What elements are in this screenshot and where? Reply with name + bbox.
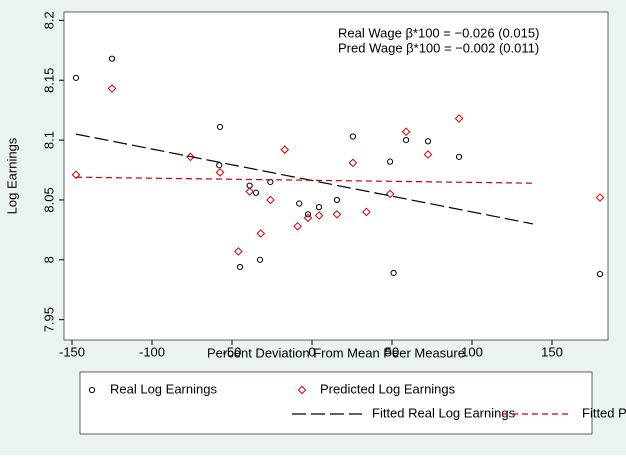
x-tick-label: 50 <box>385 344 399 359</box>
point <box>303 213 313 223</box>
point <box>332 209 342 219</box>
legend-key <box>88 386 96 394</box>
point <box>314 211 324 220</box>
x-tick-label: -150 <box>59 344 85 359</box>
x-tick-label: 100 <box>461 344 483 359</box>
point <box>596 271 604 278</box>
x-tick-label: 150 <box>541 344 563 359</box>
point <box>424 138 432 145</box>
point <box>71 170 81 180</box>
point <box>280 145 290 154</box>
point <box>385 189 395 199</box>
point <box>333 196 341 204</box>
point <box>402 136 410 144</box>
point <box>72 74 80 81</box>
point <box>362 207 371 217</box>
point <box>423 150 433 159</box>
x-tick-label: -100 <box>139 344 165 359</box>
point <box>108 55 116 62</box>
y-tick-label: 8.2 <box>41 11 56 29</box>
point <box>455 153 463 160</box>
y-tick-label: 8.05 <box>41 187 56 212</box>
x-tick-label: -50 <box>223 344 242 359</box>
point <box>595 193 605 202</box>
legend-label: Real Log Earnings <box>110 381 217 396</box>
point <box>216 123 224 131</box>
legend <box>79 371 593 435</box>
y-tick-label: 8.15 <box>41 68 56 93</box>
fit-line <box>75 133 533 225</box>
point <box>348 158 358 168</box>
legend-label: Fitted Real Log Earnings <box>372 405 516 420</box>
x-tick-label: 0 <box>308 344 315 359</box>
x-axis-title: Percent Deviation From Mean Peer Measure <box>207 345 465 360</box>
point <box>236 263 244 271</box>
point <box>215 168 225 177</box>
point <box>293 221 302 231</box>
point <box>349 133 357 140</box>
point <box>256 229 266 238</box>
annotation: Pred Wage β*100 = −0.002 (0.011) <box>338 40 539 55</box>
point <box>234 247 243 256</box>
point <box>390 269 397 277</box>
fit-line <box>75 176 533 184</box>
point <box>386 158 394 165</box>
y-tick-label: 8 <box>41 256 56 263</box>
legend-label: Predicted Log Earnings <box>320 381 456 396</box>
y-axis-title: Log Earnings <box>4 137 19 214</box>
point <box>245 187 254 196</box>
y-tick-label: 8.1 <box>41 131 56 149</box>
point <box>252 189 260 196</box>
point <box>296 200 303 207</box>
plot-area <box>63 11 609 341</box>
legend-key <box>297 385 307 395</box>
point <box>304 211 312 218</box>
point <box>256 256 264 263</box>
point <box>107 84 117 93</box>
point <box>401 127 411 137</box>
y-tick-label: 7.95 <box>41 307 56 332</box>
annotation: Real Wage β*100 = −0.026 (0.015) <box>338 25 539 40</box>
legend-label: Fitted Predicted Log Earnings <box>582 405 626 420</box>
point <box>315 204 323 211</box>
point <box>454 114 464 123</box>
point <box>266 195 275 205</box>
